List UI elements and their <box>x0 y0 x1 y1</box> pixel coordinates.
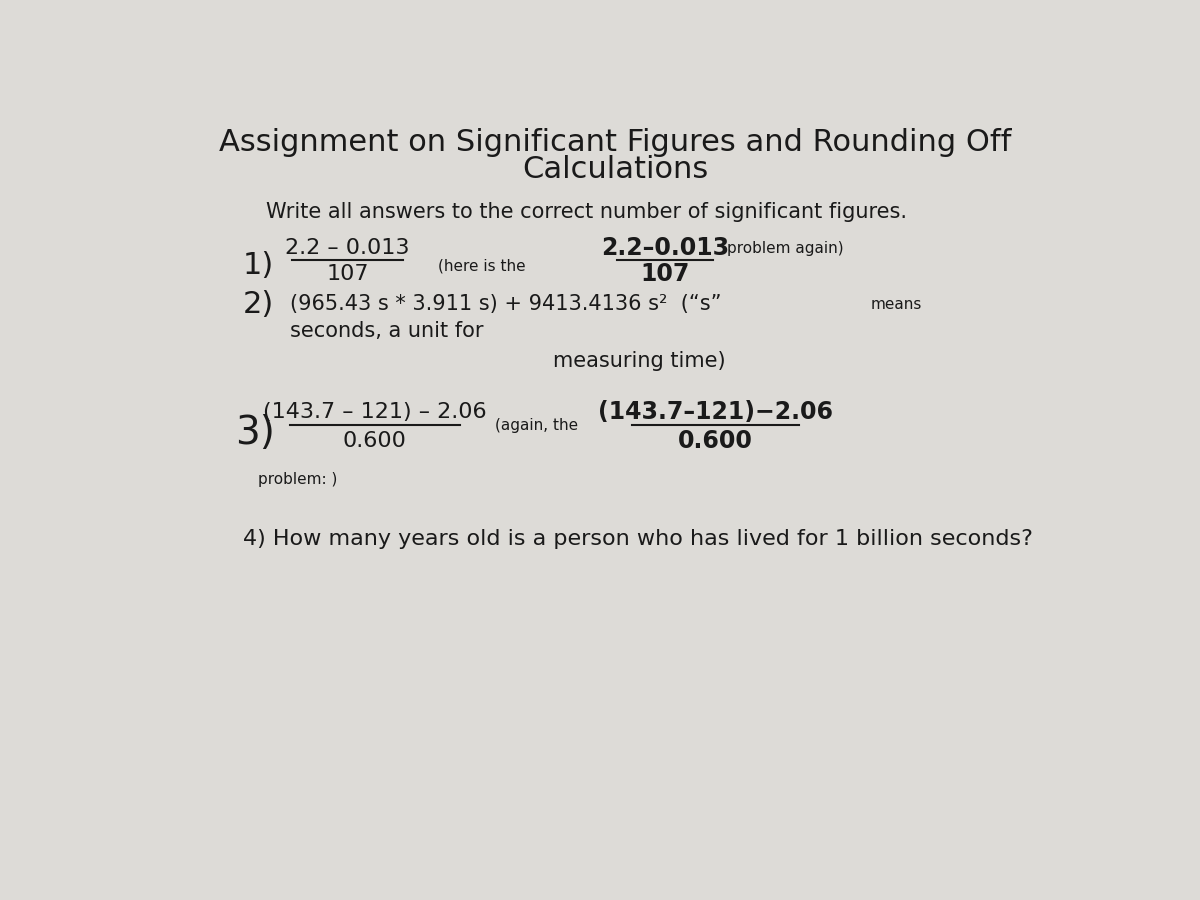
Text: Assignment on Significant Figures and Rounding Off: Assignment on Significant Figures and Ro… <box>218 128 1012 158</box>
Text: Calculations: Calculations <box>522 155 708 184</box>
Text: problem again): problem again) <box>727 240 844 256</box>
Text: 107: 107 <box>641 262 690 286</box>
Text: 107: 107 <box>326 265 368 284</box>
Text: (965.43 s * 3.911 s) + 9413.4136 s²  (“s”: (965.43 s * 3.911 s) + 9413.4136 s² (“s” <box>289 294 721 314</box>
Text: problem: ): problem: ) <box>258 472 338 487</box>
Text: 1): 1) <box>242 251 275 281</box>
Text: 2): 2) <box>242 290 275 319</box>
Text: (143.7 – 121) – 2.06: (143.7 – 121) – 2.06 <box>263 402 486 422</box>
Text: 3): 3) <box>235 414 275 452</box>
Text: seconds, a unit for: seconds, a unit for <box>289 321 482 341</box>
Text: (again, the: (again, the <box>494 418 578 433</box>
Text: (here is the: (here is the <box>438 258 526 274</box>
Text: measuring time): measuring time) <box>553 351 726 371</box>
Text: 2.2 – 0.013: 2.2 – 0.013 <box>286 238 410 258</box>
Text: (143.7–121)−2.06: (143.7–121)−2.06 <box>599 400 833 424</box>
Text: 4) How many years old is a person who has lived for 1 billion seconds?: 4) How many years old is a person who ha… <box>242 529 1033 549</box>
Text: 0.600: 0.600 <box>343 431 407 452</box>
Text: 2.2–0.013: 2.2–0.013 <box>601 236 730 260</box>
Text: Write all answers to the correct number of significant figures.: Write all answers to the correct number … <box>266 202 907 222</box>
Text: means: means <box>871 297 922 312</box>
Text: 0.600: 0.600 <box>678 429 754 454</box>
